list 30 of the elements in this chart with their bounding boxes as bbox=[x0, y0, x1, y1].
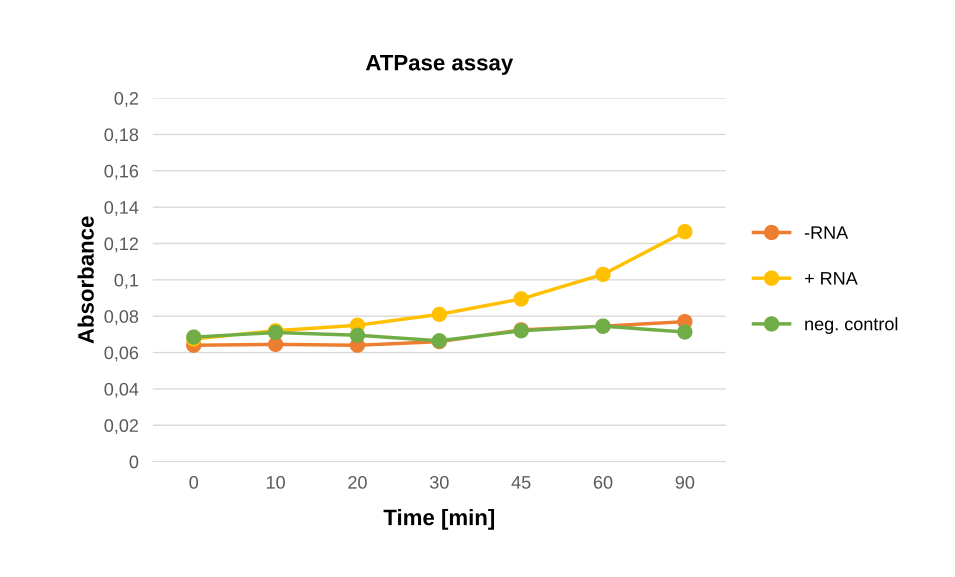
y-tick-label: 0,14 bbox=[104, 201, 138, 216]
point bbox=[432, 306, 447, 322]
x-tick-label: 10 bbox=[266, 476, 285, 489]
y-tick-label: 0,02 bbox=[104, 419, 138, 434]
point bbox=[350, 328, 366, 343]
chart-title: ATPase assay bbox=[366, 55, 514, 75]
y-tick-label: 0 bbox=[130, 456, 138, 468]
legend-label: neg. control bbox=[805, 317, 898, 334]
y-tick-label: 0,06 bbox=[104, 346, 138, 362]
point bbox=[677, 224, 693, 240]
x-tick-label: 90 bbox=[676, 476, 694, 489]
y-tick-label: 0,1 bbox=[114, 274, 138, 289]
x-tick-label: 60 bbox=[594, 476, 612, 489]
y-tick-label: 0,18 bbox=[104, 128, 138, 144]
legend-label: + RNA bbox=[804, 272, 858, 285]
point bbox=[514, 291, 529, 307]
x-tick-label: 45 bbox=[512, 476, 530, 489]
legend-label: -RNA bbox=[804, 226, 848, 239]
y-tick-label: 0,2 bbox=[114, 92, 138, 107]
y-tick-label: 0,04 bbox=[104, 382, 138, 398]
x-axis-title: Time [min] bbox=[384, 508, 494, 530]
point bbox=[595, 266, 611, 282]
x-tick-label: 30 bbox=[430, 476, 449, 489]
y-axis-title: Absorbance bbox=[78, 216, 94, 344]
point bbox=[677, 324, 693, 340]
y-tick-label: 0,08 bbox=[104, 310, 138, 326]
y-tick-label: 0,16 bbox=[104, 164, 138, 180]
x-tick-label: 20 bbox=[348, 476, 367, 489]
y-tick-label: 0,12 bbox=[104, 237, 138, 252]
x-tick-label: 0 bbox=[189, 476, 198, 489]
